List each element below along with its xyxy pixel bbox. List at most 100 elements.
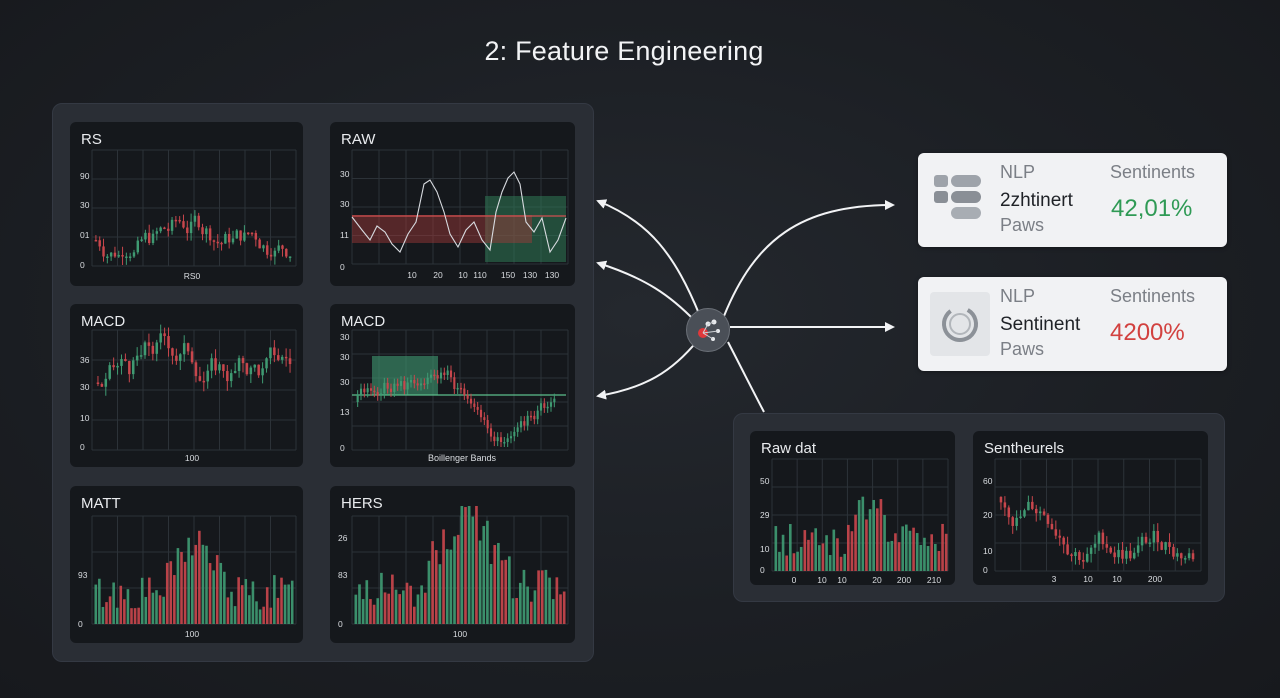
candle-body [155, 342, 159, 354]
candle-body [193, 215, 197, 222]
candle-body [1046, 514, 1050, 524]
candle-body [1183, 558, 1187, 560]
candle-body [999, 496, 1003, 503]
histogram-bar [273, 575, 276, 624]
candle-body [519, 421, 523, 428]
histogram-bar [799, 546, 803, 571]
histogram-bar [832, 529, 836, 571]
candle-body [167, 336, 170, 349]
histogram-bar [148, 577, 151, 624]
candle-body [1125, 550, 1128, 559]
candle-body [265, 358, 268, 369]
hers-chart: 26 83 0 100 [338, 506, 569, 639]
histogram-bar [901, 526, 904, 571]
histogram-bar [438, 564, 442, 624]
histogram-bar [383, 592, 387, 624]
sentheurels-panel: 60 20 10 0 3 10 10 200 Sentheurels [973, 431, 1208, 585]
candle-body [102, 246, 105, 257]
rs-y-tick: 01 [80, 230, 90, 240]
nlp-card-2-value: 4200% [1110, 319, 1185, 346]
arrow-to-raw [596, 260, 697, 323]
histogram-bar [886, 541, 890, 571]
candle-body [277, 355, 280, 360]
candle-body [1027, 501, 1030, 511]
histogram-bar [493, 545, 497, 624]
nlp-card-2-name: Sentinent [1000, 314, 1081, 335]
candle-body [479, 409, 483, 418]
histogram-bar [108, 596, 112, 624]
candle-body [1031, 501, 1034, 509]
histogram-bar [905, 524, 908, 571]
page-title: 2: Feature Engineering [484, 36, 764, 66]
histogram-bar [137, 607, 140, 624]
candle-body [1176, 553, 1179, 557]
histogram-bar [894, 533, 897, 571]
histogram-bar [941, 523, 944, 571]
candle-body [116, 365, 119, 368]
candle-body [245, 363, 249, 375]
histogram-bar [258, 609, 262, 624]
histogram-bar [180, 552, 183, 624]
histogram-bar [394, 589, 398, 624]
histogram-bar [361, 599, 365, 624]
candle-body [277, 245, 280, 251]
macd1-y-tick: 36 [80, 355, 90, 365]
candle-body [396, 383, 399, 386]
candle-body [205, 228, 208, 235]
candle-body [113, 252, 117, 257]
candle-body [121, 255, 124, 257]
histogram-bar [923, 537, 926, 571]
histogram-bar [460, 506, 464, 624]
candle-body [262, 245, 265, 249]
arrow-to-macd [596, 339, 699, 400]
histogram-bar [453, 536, 456, 624]
histogram-bar [255, 601, 258, 624]
rs-y-tick: 30 [80, 200, 90, 210]
candle-body [1105, 544, 1109, 548]
histogram-bar [190, 555, 194, 624]
nlp-card-2-metric-label: Sentinents [1110, 286, 1196, 306]
hers-panel-title: HERS [341, 495, 383, 512]
candle-body [1038, 511, 1042, 514]
candle-body [147, 342, 151, 346]
rawdat-x-tick: 10 [837, 575, 847, 585]
candle-body [273, 250, 277, 257]
macd2-y-tick: 30 [340, 352, 350, 362]
candle-body [220, 242, 223, 245]
candle-body [356, 395, 359, 402]
histogram-bar [387, 593, 391, 624]
histogram-bar [562, 591, 566, 624]
candle-body [496, 437, 499, 442]
histogram-bar [442, 529, 445, 624]
macd-panel-2-title: MACD [341, 313, 386, 330]
line-to-raw-data-group [727, 341, 765, 413]
candle-body [136, 240, 140, 253]
candle-body [363, 388, 366, 393]
histogram-bar [183, 561, 187, 624]
histogram-bar [944, 533, 948, 571]
nlp-card-2[interactable]: NLP Sentinent Paws Sentinents 4200% [918, 277, 1227, 371]
macd1-y-tick: 10 [80, 413, 90, 423]
candle-body [389, 388, 393, 392]
nlp-card-1[interactable]: NLP 2zhtinert Paws Sentinents 42,01% [918, 153, 1227, 247]
candle-body [140, 239, 143, 241]
histogram-bar [151, 592, 155, 624]
candle-body [1148, 542, 1152, 544]
candle-body [151, 233, 155, 244]
histogram-bar [416, 594, 420, 624]
histogram-bar [262, 606, 265, 624]
macd-chart-2: 30 30 30 13 0 Boillenger Bands [340, 329, 569, 463]
histogram-bar [897, 542, 901, 571]
candle-body [125, 256, 128, 258]
sentheurels-x-tick: 10 [1083, 574, 1093, 584]
candle-body [406, 382, 409, 390]
candle-body [1074, 552, 1077, 557]
raw-x-tick: 10 [407, 270, 417, 280]
candle-body [459, 387, 463, 390]
histogram-bar [555, 577, 559, 624]
histogram-bar [803, 530, 807, 571]
candle-body [237, 358, 241, 371]
candle-body [273, 347, 276, 356]
histogram-bar [201, 544, 205, 624]
